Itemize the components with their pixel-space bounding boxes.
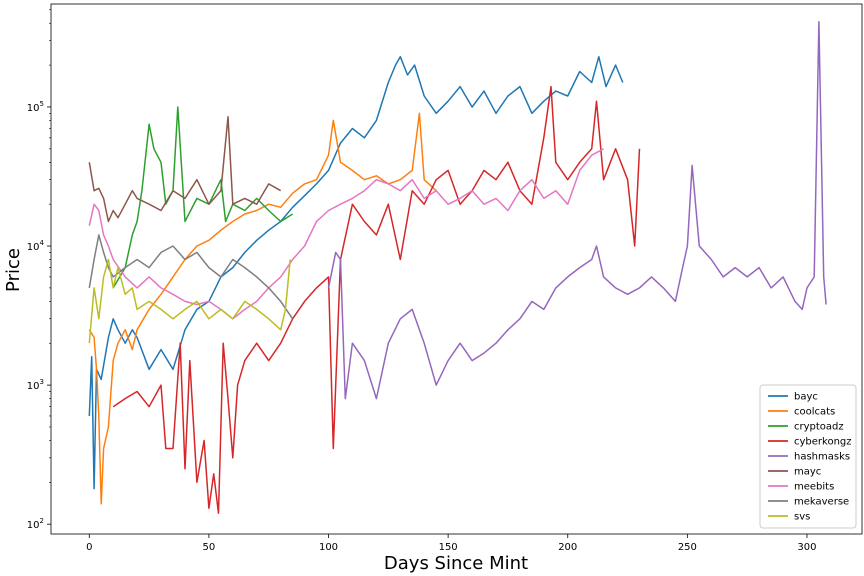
y-tick-label-base: 10 [27,103,40,114]
y-tick-label-exponent: 3 [40,378,44,386]
x-tick-label: 250 [678,542,697,553]
legend-label-hashmasks: hashmasks [794,452,850,463]
x-tick-label: 100 [319,542,338,553]
series-line-bayc [88,55,624,490]
series-line-coolcats [88,112,437,505]
x-axis: 0 50 100 150 200 250 300 [86,534,817,553]
y-tick-label-exponent: 2 [40,517,44,525]
legend-label-mekaverse: mekaverse [794,497,849,508]
x-tick-label: 0 [86,542,92,553]
series-line-svs [88,258,291,344]
x-tick-label: 300 [797,542,816,553]
series-line-mayc [88,116,282,223]
y-tick-label: 104 [27,239,45,253]
series-line-meebits [88,148,604,320]
legend: bayc coolcats cryptoadz cyberkongz hashmasks… [759,384,857,529]
series-layer [88,20,827,514]
plot-area [51,4,862,534]
y-tick-label-base: 10 [27,520,40,531]
plot-frame [50,3,863,535]
legend-label-meebits: meebits [794,482,834,493]
y-tick-label: 102 [27,517,44,531]
x-tick-label: 50 [203,542,216,553]
x-tick-label: 200 [558,542,577,553]
legend-label-cyberkongz: cyberkongz [794,437,852,448]
legend-label-bayc: bayc [794,392,818,403]
series-line-mekaverse [88,234,294,320]
series-line-hashmasks [327,20,827,400]
x-tick-label: 150 [439,542,458,553]
series-line-cryptoadz [112,106,293,289]
y-tick-label-exponent: 5 [40,100,44,108]
x-axis-label: Days Since Mint [384,553,528,574]
y-tick-label-base: 10 [27,242,40,253]
legend-label-mayc: mayc [794,467,821,478]
y-tick-label-base: 10 [27,381,40,392]
y-tick-label: 105 [27,100,44,114]
y-tick-label-exponent: 4 [40,239,45,247]
y-axis-label: Price [3,248,24,292]
legend-label-coolcats: coolcats [794,407,835,418]
legend-label-cryptoadz: cryptoadz [794,422,844,433]
y-tick-label: 103 [27,378,44,392]
legend-label-svs: svs [794,512,810,523]
legend-box [759,384,857,529]
